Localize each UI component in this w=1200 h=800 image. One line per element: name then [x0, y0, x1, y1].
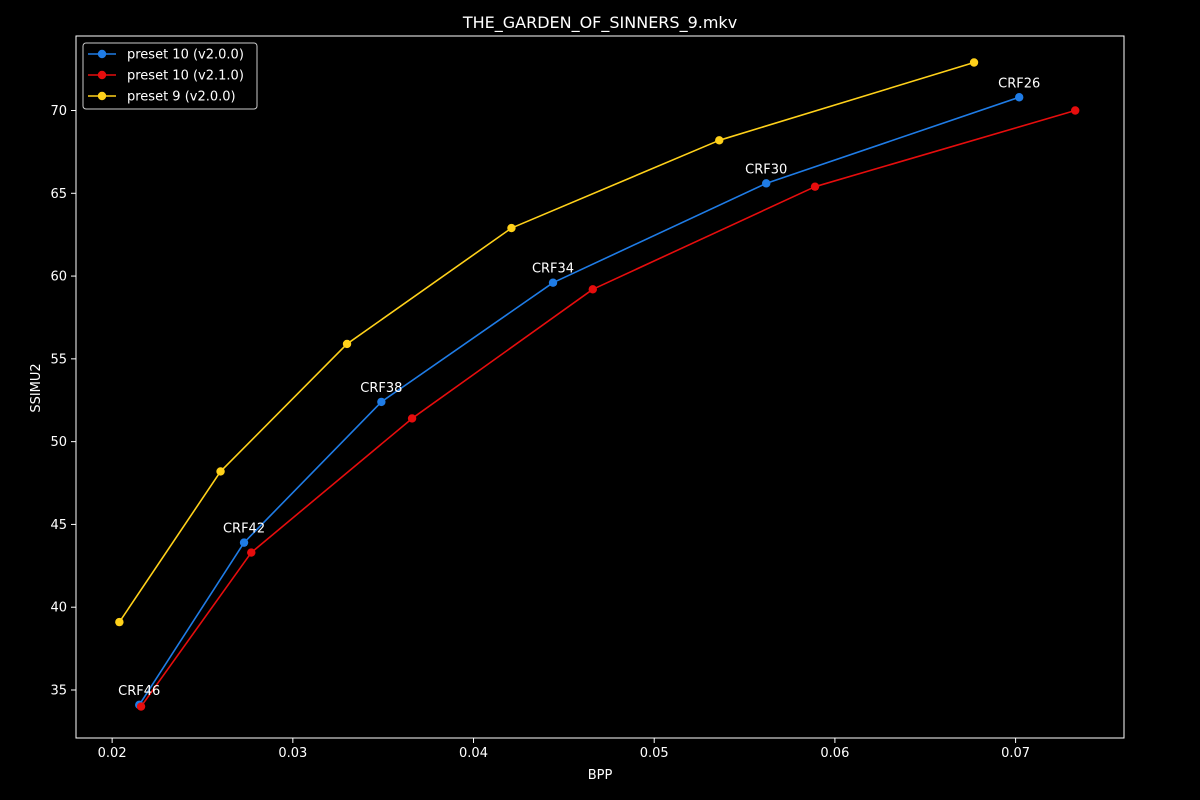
x-tick-label: 0.03 [278, 746, 307, 761]
point-annotation: CRF34 [532, 262, 574, 277]
data-point [216, 467, 225, 476]
point-annotation: CRF42 [223, 522, 265, 537]
legend-label: preset 10 (v2.0.0) [127, 48, 244, 63]
data-point [810, 182, 820, 191]
x-axis: 0.02 0.03 0.04 0.05 0.06 0.07 [98, 738, 1030, 761]
series-layer [115, 58, 1080, 711]
legend-label: preset 9 (v2.0.0) [127, 90, 236, 105]
series-3 [115, 58, 979, 627]
data-point [507, 223, 516, 233]
legend-marker [97, 70, 107, 80]
legend-frame [82, 42, 258, 110]
y-tick-label: 35 [50, 683, 67, 698]
series-line [140, 109, 1076, 708]
y-tick-label: 45 [50, 518, 67, 533]
point-annotation: CRF38 [360, 381, 402, 396]
data-point [1071, 106, 1080, 115]
data-point [762, 179, 771, 188]
data-point [136, 702, 146, 711]
legend-label: preset 10 (v2.1.0) [127, 69, 244, 84]
data-point [588, 285, 597, 294]
point-annotation: CRF30 [745, 162, 787, 177]
x-tick-label: 0.07 [1001, 746, 1030, 761]
data-point [969, 58, 979, 67]
x-tick-label: 0.06 [820, 746, 849, 761]
y-tick-label: 55 [50, 352, 67, 367]
data-point [715, 136, 724, 145]
x-tick-label: 0.02 [98, 746, 127, 761]
series-2 [136, 106, 1080, 711]
y-axis: 35 40 45 50 55 60 65 70 [50, 104, 76, 698]
annotation-layer: CRF46 CRF42 CRF38 CRF34 CRF30 CRF26 [118, 76, 1040, 699]
legend: preset 10 (v2.0.0) preset 10 (v2.1.0) pres… [82, 42, 258, 110]
data-point [247, 548, 256, 557]
chart-title: THE_GARDEN_OF_SINNERS_9.mkv [462, 13, 737, 33]
x-axis-label: BPP [588, 768, 613, 783]
data-point [548, 278, 558, 287]
data-point [239, 538, 249, 547]
y-tick-label: 60 [50, 270, 67, 285]
data-point [407, 414, 417, 423]
data-point [342, 339, 352, 349]
data-point [377, 397, 386, 407]
legend-marker [97, 49, 107, 59]
y-tick-label: 70 [50, 104, 67, 119]
y-tick-label: 40 [50, 601, 67, 616]
x-tick-label: 0.05 [640, 746, 669, 761]
y-axis-label: SSIMU2 [29, 363, 44, 412]
data-point [115, 617, 124, 627]
plot-area-frame [75, 35, 1125, 739]
legend-marker [97, 91, 107, 101]
series-line [118, 61, 975, 623]
y-tick-label: 65 [50, 187, 67, 202]
data-point [1015, 93, 1024, 102]
point-annotation: CRF46 [118, 684, 160, 699]
x-tick-label: 0.04 [459, 746, 488, 761]
point-annotation: CRF26 [998, 76, 1040, 91]
y-tick-label: 50 [50, 435, 67, 450]
series-line [138, 96, 1020, 706]
